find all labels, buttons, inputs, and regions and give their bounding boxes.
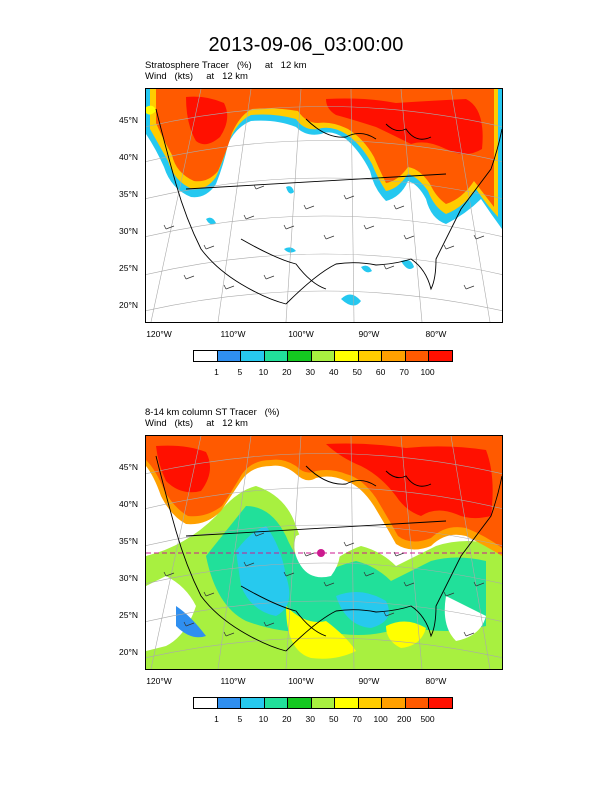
panel2-lon-label: 90°W: [358, 676, 380, 686]
panel1-map-svg: [146, 89, 502, 322]
panel2-lon-label: 120°W: [146, 676, 172, 686]
colorbar-label: 20: [282, 367, 292, 377]
panel2-lat-label: 20°N: [119, 647, 138, 657]
panel2-subtitle-line1: 8-14 km column ST Tracer (%): [145, 407, 280, 418]
colorbar-label: 200: [396, 714, 412, 724]
colorbar-swatch: [429, 351, 453, 361]
panel2-colorbar: [193, 697, 453, 709]
panel2-lat-label: 30°N: [119, 573, 138, 583]
colorbar-label: 30: [305, 367, 315, 377]
colorbar-swatch: [335, 698, 359, 708]
panel1-wind-barbs: [163, 184, 485, 290]
panel1-subtitle-line2: Wind (kts) at 12 km: [145, 71, 248, 82]
colorbar-swatch: [311, 698, 336, 708]
colorbar-label: 1: [214, 714, 219, 724]
panel2-subtitle-line2: Wind (kts) at 12 km: [145, 418, 248, 429]
panel1-lat-label: 40°N: [119, 152, 138, 162]
colorbar-label: 70: [352, 714, 362, 724]
page-title: 2013-09-06_03:00:00: [208, 34, 404, 56]
panel1-lat-label: 35°N: [119, 189, 138, 199]
panel2-map-svg: [146, 436, 502, 669]
colorbar-label: 50: [352, 367, 362, 377]
panel2-lat-label: 45°N: [119, 462, 138, 472]
panel2-wind-barbs: [163, 531, 485, 637]
colorbar-label: 60: [375, 367, 386, 377]
colorbar-label: 10: [258, 367, 269, 377]
panel1-lon-label: 80°W: [425, 329, 447, 339]
panel2-lat-label: 40°N: [119, 499, 138, 509]
colorbar-label: 5: [237, 714, 243, 724]
colorbar-swatch: [405, 698, 430, 708]
panel1-lon-label: 110°W: [220, 329, 246, 339]
colorbar-swatch: [358, 698, 383, 708]
panel1-colorbar: [193, 350, 453, 362]
panel1-lat-label: 45°N: [119, 115, 138, 125]
panel1-lat-label: 25°N: [119, 263, 138, 273]
colorbar-swatch: [382, 351, 406, 361]
panel2-lat-label: 25°N: [119, 610, 138, 620]
panel2-map: [145, 435, 503, 670]
colorbar-label: 40: [328, 367, 339, 377]
colorbar-label: 70: [399, 367, 409, 377]
colorbar-swatch: [311, 351, 336, 361]
panel2-lat-label: 35°N: [119, 536, 138, 546]
colorbar-swatch: [358, 351, 383, 361]
colorbar-swatch: [241, 698, 265, 708]
colorbar-label: 100: [420, 367, 435, 377]
colorbar-swatch: [405, 351, 430, 361]
colorbar-label: 100: [373, 714, 388, 724]
panel1-lon-label: 120°W: [146, 329, 172, 339]
panel1-boundaries: [155, 108, 502, 305]
colorbar-label: 30: [305, 714, 315, 724]
colorbar-swatch: [288, 698, 312, 708]
panel1-lon-label: 90°W: [358, 329, 380, 339]
colorbar-swatch: [264, 698, 289, 708]
colorbar-swatch: [241, 351, 265, 361]
colorbar-swatch: [264, 351, 289, 361]
colorbar-label: 500: [420, 714, 435, 724]
colorbar-swatch: [217, 351, 242, 361]
colorbar-label: 50: [328, 714, 339, 724]
colorbar-label: 1: [214, 367, 219, 377]
colorbar-label: 20: [282, 714, 292, 724]
panel2-lon-label: 100°W: [288, 676, 314, 686]
colorbar-swatch: [382, 698, 406, 708]
panel1-tracer-field: [146, 89, 502, 306]
colorbar-swatch: [194, 351, 218, 361]
colorbar-swatch: [335, 351, 359, 361]
panel1-lat-label: 30°N: [119, 226, 138, 236]
colorbar-label: 5: [237, 367, 243, 377]
panel1-subtitle-line1: Stratosphere Tracer (%) at 12 km: [145, 60, 307, 71]
panel2-boundaries: [155, 455, 502, 652]
colorbar-swatch: [429, 698, 453, 708]
panel2-lon-label: 80°W: [425, 676, 447, 686]
colorbar-swatch: [288, 351, 312, 361]
panel2-lon-label: 110°W: [220, 676, 246, 686]
panel1-map: [145, 88, 503, 323]
panel1-lon-label: 100°W: [288, 329, 314, 339]
panel1-graticule: [146, 89, 502, 322]
colorbar-swatch: [194, 698, 218, 708]
colorbar-swatch: [217, 698, 242, 708]
colorbar-label: 10: [258, 714, 269, 724]
panel1-lat-label: 20°N: [119, 300, 138, 310]
